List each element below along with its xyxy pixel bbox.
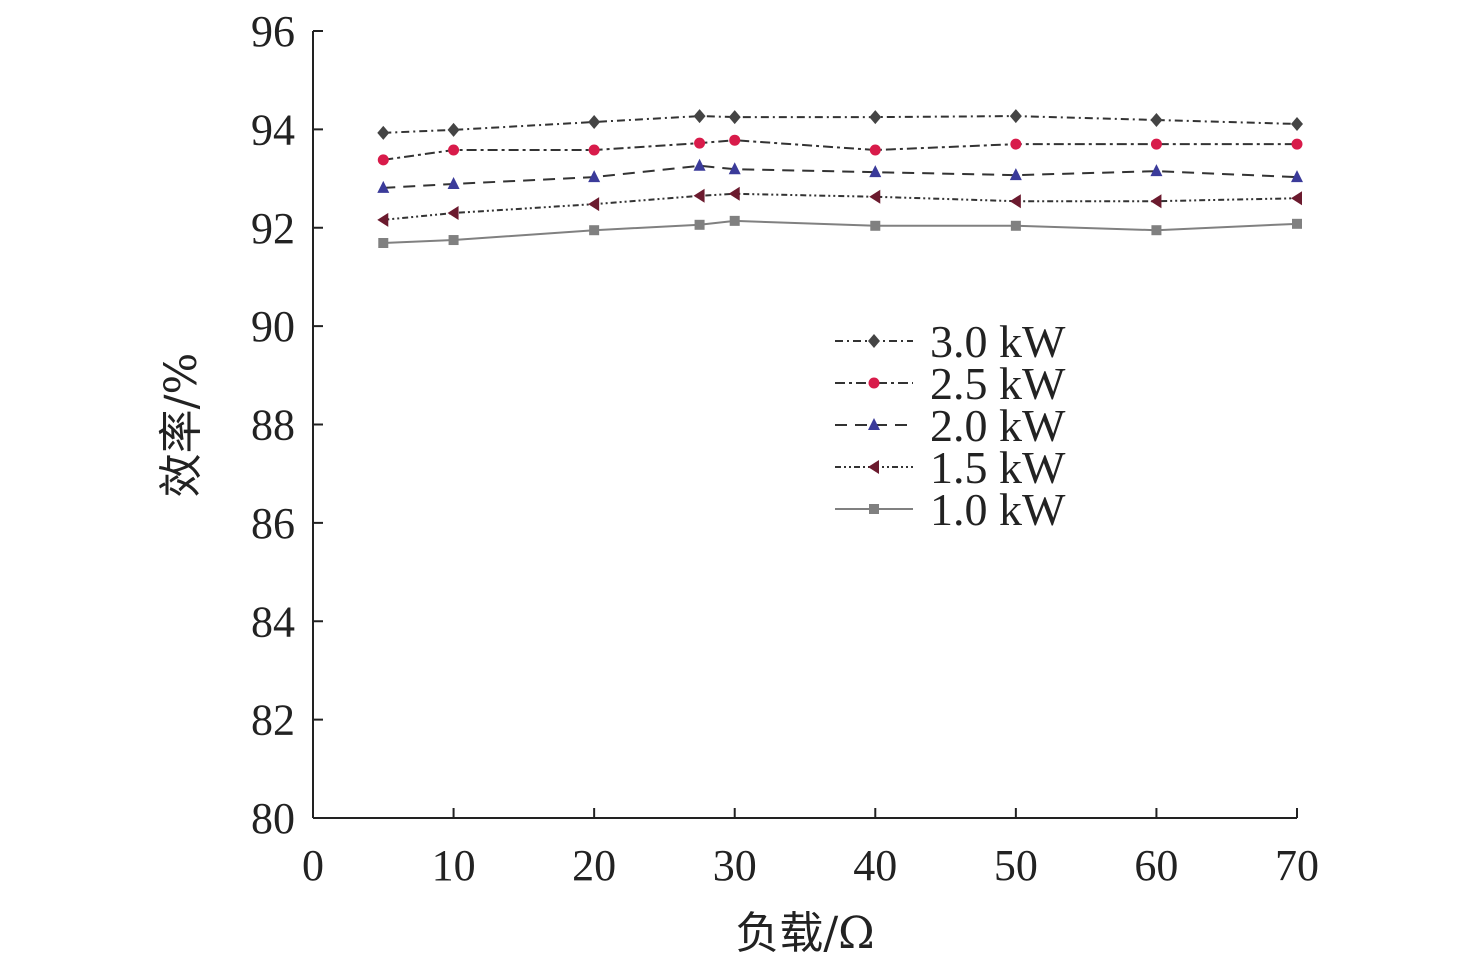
x-tick-label: 10 xyxy=(432,841,476,890)
square-marker xyxy=(448,235,459,246)
circle-marker xyxy=(377,154,389,166)
triangle-left-marker xyxy=(693,188,705,203)
triangle-left-marker xyxy=(869,189,881,204)
triangle-left-marker xyxy=(447,205,459,220)
y-tick-label: 82 xyxy=(251,696,295,745)
y-tick-label: 90 xyxy=(251,302,295,351)
legend-item: 1.5 kW xyxy=(835,442,1066,493)
x-tick-label: 30 xyxy=(713,841,757,890)
triangle-up-marker xyxy=(1150,164,1163,177)
triangle-up-marker xyxy=(869,165,882,178)
series-15kw xyxy=(377,186,1302,227)
circle-marker xyxy=(1291,138,1303,150)
circle-marker xyxy=(588,144,600,156)
diamond-marker xyxy=(377,125,390,140)
square-marker xyxy=(378,237,389,248)
circle-marker xyxy=(868,377,880,389)
triangle-up-marker xyxy=(1009,168,1022,181)
series-10kw xyxy=(378,215,1302,248)
series-30kw xyxy=(377,109,1303,140)
circle-marker xyxy=(448,144,460,156)
triangle-left-marker xyxy=(1150,194,1162,209)
x-axis-label: 负载/Ω xyxy=(735,908,874,959)
series-group xyxy=(377,109,1303,248)
square-marker xyxy=(1010,220,1021,231)
x-tick-label: 60 xyxy=(1134,841,1178,890)
triangle-up-marker xyxy=(693,158,706,171)
legend-label: 2.0 kW xyxy=(930,400,1066,451)
y-tick-label: 94 xyxy=(251,105,295,154)
x-tick-label: 50 xyxy=(994,841,1038,890)
legend-item: 1.0 kW xyxy=(835,484,1066,535)
square-marker xyxy=(1292,218,1302,229)
square-marker xyxy=(729,215,740,226)
diamond-marker xyxy=(1009,109,1022,124)
diamond-marker xyxy=(1291,116,1303,131)
diamond-marker xyxy=(693,109,706,124)
diamond-marker xyxy=(868,334,880,348)
axes: 80 82 84 86 88 90 92 94 96 0 10 20 30 40 50 60 70 xyxy=(251,7,1319,890)
triangle-left-marker xyxy=(868,460,879,474)
triangle-up-marker xyxy=(1291,170,1303,183)
legend-label: 2.5 kW xyxy=(930,358,1066,409)
series-line xyxy=(383,164,1298,189)
triangle-left-marker xyxy=(1291,191,1302,206)
square-marker xyxy=(694,219,705,230)
square-marker xyxy=(1151,225,1162,236)
diamond-marker xyxy=(588,114,601,129)
y-tick-label: 80 xyxy=(251,794,295,843)
x-tick-label: 0 xyxy=(302,841,324,890)
series-line xyxy=(383,115,1298,134)
square-marker xyxy=(869,504,879,514)
circle-marker xyxy=(729,134,741,146)
x-tick-label: 20 xyxy=(572,841,616,890)
diamond-marker xyxy=(447,122,460,137)
triangle-up-marker xyxy=(447,176,460,189)
triangle-up-marker xyxy=(588,170,601,183)
series-20kw xyxy=(377,158,1303,193)
diamond-marker xyxy=(728,110,741,125)
triangle-left-marker xyxy=(588,197,600,212)
circle-marker xyxy=(1010,138,1022,150)
legend-label: 1.0 kW xyxy=(930,484,1066,535)
square-marker xyxy=(589,225,600,236)
legend-label: 3.0 kW xyxy=(930,316,1066,367)
y-tick-label: 92 xyxy=(251,204,295,253)
triangle-up-marker xyxy=(728,162,741,175)
y-tick-label: 84 xyxy=(251,597,295,646)
triangle-up-marker xyxy=(377,180,390,193)
legend-item: 2.0 kW xyxy=(835,400,1066,451)
triangle-left-marker xyxy=(1009,194,1021,209)
legend-item: 2.5 kW xyxy=(835,358,1066,409)
diamond-marker xyxy=(869,110,882,125)
circle-marker xyxy=(869,144,881,156)
y-tick-label: 96 xyxy=(251,7,295,56)
x-tick-label: 70 xyxy=(1275,841,1319,890)
triangle-left-marker xyxy=(728,186,740,201)
x-tick-label: 40 xyxy=(853,841,897,890)
y-axis-label: 效率/% xyxy=(156,353,207,498)
square-marker xyxy=(870,220,881,231)
triangle-up-marker xyxy=(868,418,880,430)
y-tick-label: 88 xyxy=(251,401,295,450)
legend-label: 1.5 kW xyxy=(930,442,1066,493)
legend: 3.0 kW2.5 kW2.0 kW1.5 kW1.0 kW xyxy=(835,316,1066,535)
diamond-marker xyxy=(1150,113,1163,128)
legend-item: 3.0 kW xyxy=(835,316,1066,367)
circle-marker xyxy=(694,137,706,149)
series-25kw xyxy=(377,134,1303,166)
y-tick-label: 86 xyxy=(251,499,295,548)
circle-marker xyxy=(1150,138,1162,150)
triangle-left-marker xyxy=(377,212,389,227)
